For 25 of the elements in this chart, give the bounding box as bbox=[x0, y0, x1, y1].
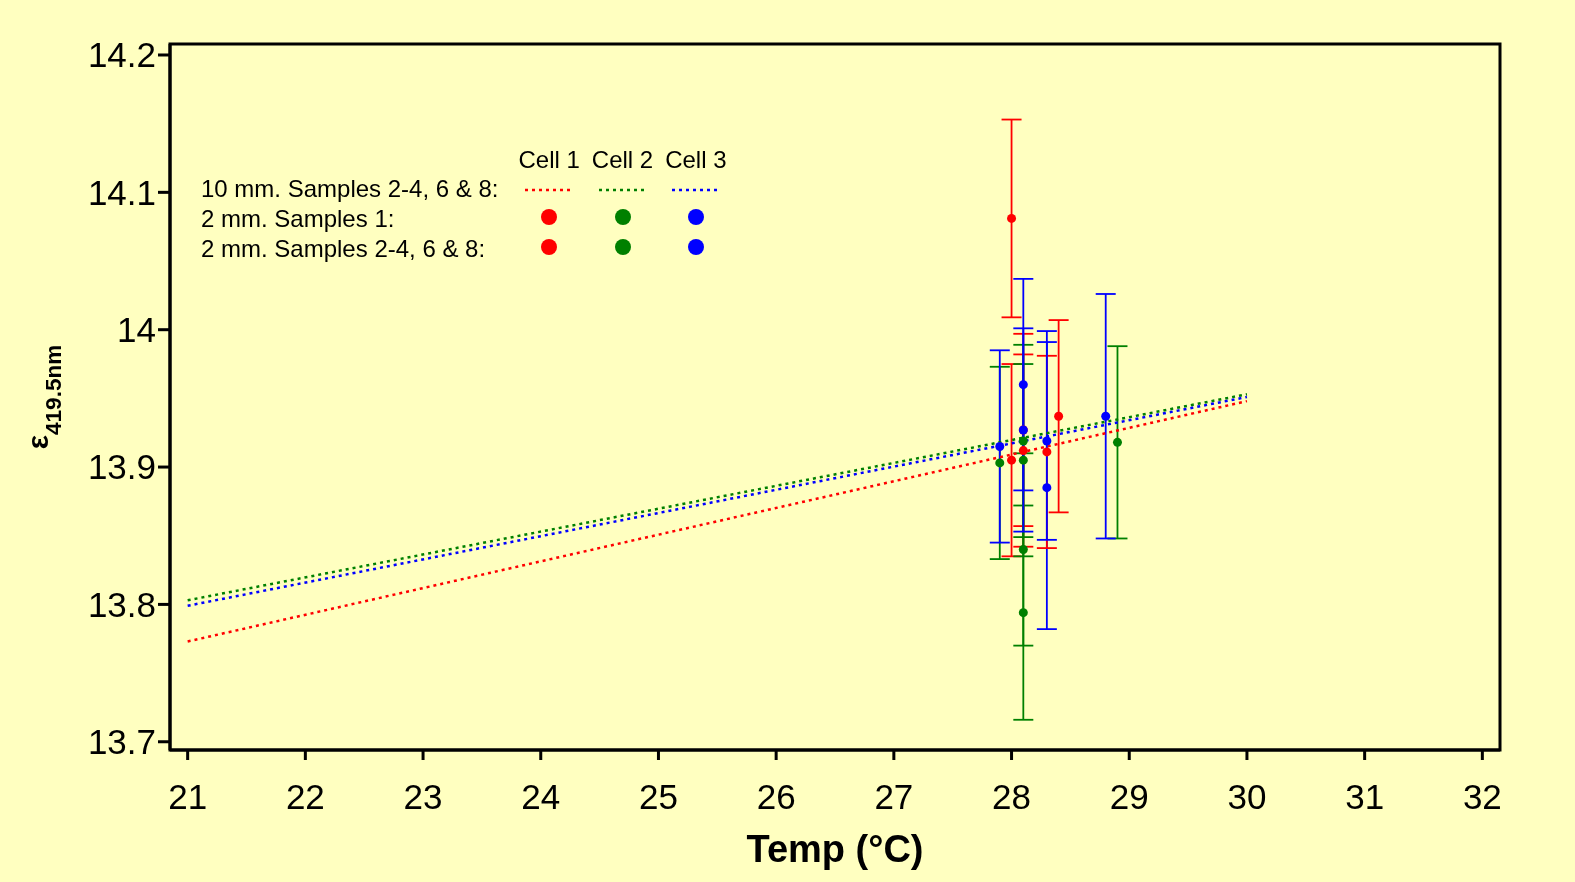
y-tick-label: 14.2 bbox=[87, 35, 156, 75]
x-tick-label: 32 bbox=[1462, 776, 1502, 816]
x-tick-label: 27 bbox=[874, 776, 914, 816]
y-tick-label: 14.1 bbox=[87, 172, 156, 212]
x-tick-label: 28 bbox=[992, 776, 1032, 816]
annotation: Cell 2 bbox=[590, 146, 655, 174]
x-tick-label: 22 bbox=[285, 776, 325, 816]
annotation: 2 mm. Samples 2-4, 6 & 8: bbox=[200, 234, 487, 264]
x-axis-title: Temp (°C) bbox=[746, 828, 924, 870]
x-tick-label: 25 bbox=[638, 776, 678, 816]
annotation: Cell 1 bbox=[517, 146, 581, 174]
x-tick-label: 29 bbox=[1109, 776, 1149, 816]
x-tick-label: 21 bbox=[168, 776, 208, 816]
y-tick-label: 14 bbox=[117, 310, 156, 350]
x-tick-label: 23 bbox=[403, 776, 443, 816]
annotation: Cell 3 bbox=[664, 146, 728, 174]
x-tick-label: 24 bbox=[521, 776, 561, 816]
x-tick-label: 26 bbox=[756, 776, 796, 816]
annotation: 2 mm. Samples 1: bbox=[200, 204, 396, 234]
annotation: 10 mm. Samples 2-4, 6 & 8: bbox=[200, 174, 500, 204]
y-tick-label: 13.7 bbox=[87, 722, 156, 762]
y-tick-label: 13.8 bbox=[87, 584, 156, 624]
x-tick-label: 30 bbox=[1227, 776, 1267, 816]
x-tick-label: 31 bbox=[1345, 776, 1385, 816]
y-tick-label: 13.9 bbox=[87, 447, 156, 487]
